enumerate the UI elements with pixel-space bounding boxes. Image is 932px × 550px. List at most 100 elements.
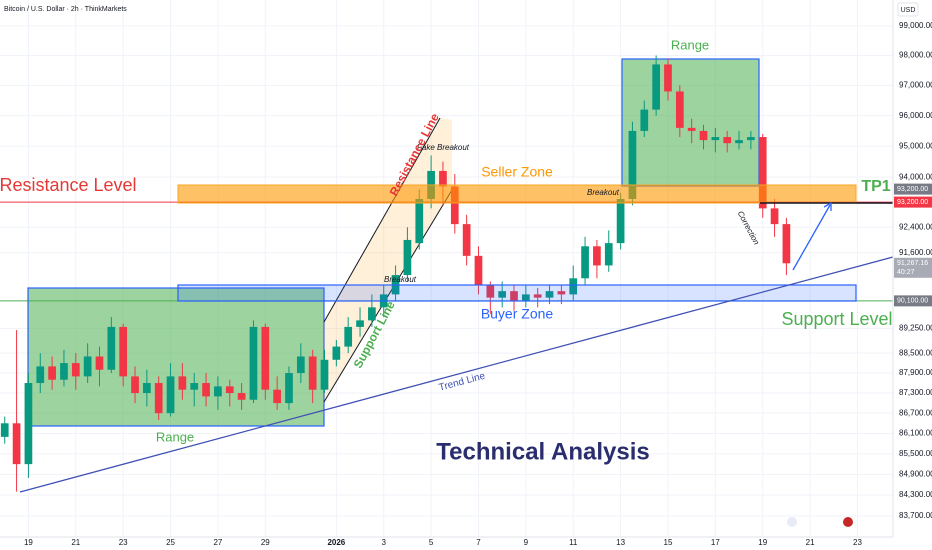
- candle-body: [178, 376, 187, 390]
- annotation: TP1: [861, 178, 890, 195]
- currency-box[interactable]: [897, 2, 919, 17]
- event-icon[interactable]: [843, 517, 853, 527]
- x-tick-label: 25: [166, 538, 175, 547]
- price-tag-label: 93,200.00: [897, 186, 928, 193]
- candle-body: [510, 291, 518, 301]
- candle-body: [0, 423, 9, 437]
- candle-body: [628, 130, 637, 199]
- y-tick-label: 86,100.00: [899, 429, 932, 438]
- candle-body: [273, 389, 281, 404]
- candle-body: [782, 224, 791, 264]
- x-tick-label: 2026: [327, 538, 345, 547]
- price-tag-label: 91,267.16: [897, 260, 928, 267]
- candle-body: [450, 186, 459, 225]
- candle-body: [711, 137, 720, 141]
- candle-body: [415, 198, 424, 244]
- candle-body: [368, 307, 376, 321]
- y-tick-label: 91,600.00: [899, 248, 932, 257]
- currency[interactable]: USD: [901, 7, 916, 14]
- annotation: Seller Zone: [481, 164, 553, 180]
- x-tick-label: 13: [616, 538, 625, 547]
- candle-body: [735, 140, 743, 144]
- annotation: Trend Line: [438, 371, 487, 394]
- y-tick-label: 96,000.00: [899, 111, 932, 120]
- candle-body: [474, 255, 483, 285]
- candle-body: [640, 109, 649, 131]
- y-tick-label: 97,000.00: [899, 81, 932, 90]
- candle-body: [36, 366, 45, 384]
- candle-body: [12, 423, 21, 465]
- candle-body: [143, 383, 151, 394]
- candle-body: [533, 294, 542, 298]
- event-icon[interactable]: [787, 517, 797, 527]
- chart-title: Bitcoin / U.S. Dollar · 2h · ThinkMarket…: [4, 6, 127, 13]
- candle-body: [320, 359, 329, 390]
- candle-body: [675, 91, 684, 128]
- y-tick-label: 84,900.00: [899, 470, 932, 479]
- buyer-zone: [177, 284, 857, 302]
- candle-body: [439, 170, 447, 187]
- candle-body: [119, 326, 128, 377]
- annotation: Breakout: [384, 275, 417, 284]
- candle-body: [24, 383, 33, 465]
- candle-body: [652, 64, 660, 110]
- candle-body: [95, 356, 104, 370]
- axes: 99,000.00 98,000.00 97,000.00 96,000.00 95,0…: [24, 21, 932, 547]
- y-tick-label: 85,500.00: [899, 449, 932, 458]
- candle-body: [723, 137, 732, 144]
- y-tick-label: 84,300.00: [899, 490, 932, 499]
- candle-body: [261, 326, 270, 390]
- candle-body: [202, 383, 210, 397]
- x-tick-label: 21: [71, 538, 80, 547]
- candle-body: [166, 376, 175, 414]
- candle-body: [83, 356, 92, 377]
- candle-body: [403, 239, 412, 276]
- candle-body: [356, 320, 364, 327]
- candle-body: [71, 363, 80, 377]
- time-axis: [0, 537, 932, 550]
- y-tick-label: 88,500.00: [899, 348, 932, 357]
- y-tick-label: 83,700.00: [899, 511, 932, 520]
- x-tick-label: 23: [853, 538, 862, 547]
- trend-line: [19, 256, 894, 493]
- candle-body: [699, 130, 708, 141]
- price-tag-label: 90,100.00: [897, 298, 928, 305]
- annotation: Range: [156, 429, 194, 444]
- annotation: Resistance Level: [0, 175, 137, 195]
- candle-body: [770, 208, 779, 225]
- candle-body: [249, 326, 258, 400]
- candle-body: [522, 294, 530, 301]
- candle-body: [616, 198, 625, 244]
- x-tick-label: 5: [429, 538, 434, 547]
- price-tag: [894, 183, 932, 195]
- y-tick-label: 87,300.00: [899, 388, 932, 397]
- x-tick-label: 29: [261, 538, 270, 547]
- candle-body: [308, 356, 317, 390]
- candle-body: [107, 326, 116, 370]
- candle-body: [687, 127, 696, 131]
- annotation: Support Level: [781, 309, 892, 329]
- arrow: [792, 204, 831, 271]
- candle-body: [747, 137, 755, 141]
- annotation: Correction: [736, 209, 762, 246]
- x-tick-label: 7: [476, 538, 481, 547]
- y-tick-label: 98,000.00: [899, 51, 932, 60]
- candle-body: [296, 356, 305, 374]
- annotation: Range: [671, 37, 709, 52]
- channel-line: [323, 117, 441, 323]
- x-tick-label: 11: [569, 538, 578, 547]
- candle-body: [154, 383, 163, 414]
- arrow-head: [823, 201, 832, 211]
- candle-body: [581, 246, 589, 279]
- x-tick-label: 23: [119, 538, 128, 547]
- candle-body: [604, 243, 613, 266]
- candle-body: [237, 393, 246, 400]
- annotation: Breakout: [587, 188, 620, 197]
- seller-zone: [177, 184, 857, 204]
- annotation: Technical Analysis: [436, 438, 649, 465]
- range-box: [27, 287, 325, 427]
- channel-line: [323, 189, 453, 403]
- price-tag: [894, 196, 932, 208]
- y-tick-label: 92,400.00: [899, 222, 932, 231]
